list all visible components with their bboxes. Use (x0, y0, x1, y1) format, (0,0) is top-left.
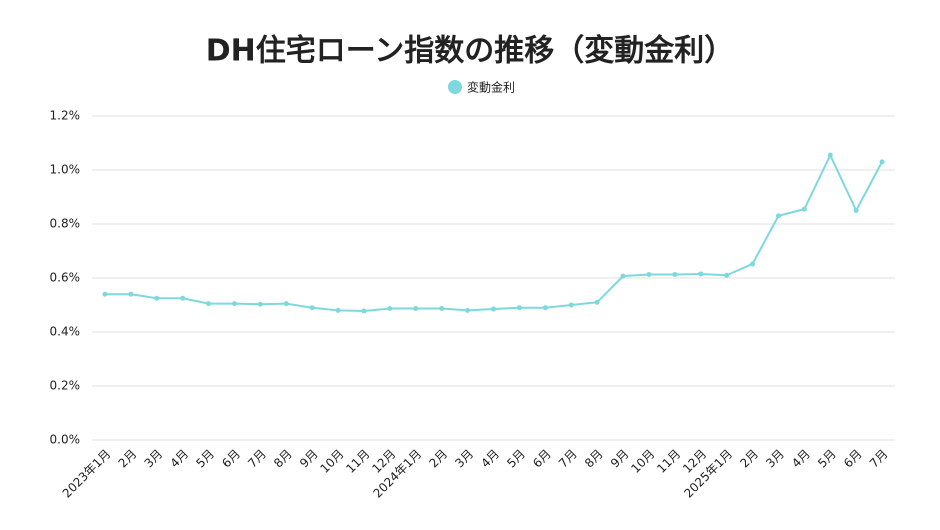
data-point (439, 306, 445, 312)
x-tick-label: 4月 (789, 447, 813, 471)
x-tick-label: 11月 (654, 447, 683, 476)
x-tick-label: 4月 (167, 447, 191, 471)
data-point (594, 299, 600, 305)
x-tick-label: 3月 (763, 447, 787, 471)
data-point (465, 307, 471, 313)
data-point (542, 305, 548, 311)
data-point (257, 301, 263, 307)
x-tick-label: 4月 (478, 447, 502, 471)
data-point (568, 302, 574, 308)
data-point (206, 301, 212, 307)
y-tick-label: 0.4% (50, 325, 81, 339)
x-tick-label: 5月 (193, 447, 217, 471)
data-point (775, 213, 781, 219)
x-tick-label: 2月 (737, 447, 761, 471)
data-point (309, 305, 315, 311)
x-tick-label: 7月 (867, 447, 891, 471)
data-point (180, 295, 186, 301)
series-line (104, 152, 883, 312)
y-tick-label: 0.0% (50, 433, 81, 447)
data-point (283, 301, 289, 307)
data-point (361, 308, 367, 314)
data-point (620, 273, 626, 279)
chart-title: DH住宅ローン指数の推移（変動金利） (206, 34, 735, 69)
data-point (387, 306, 393, 312)
legend-marker (448, 80, 462, 94)
x-tick-label: 7月 (245, 447, 269, 471)
x-tick-label: 11月 (343, 447, 372, 476)
x-tick-label: 8月 (582, 447, 606, 471)
data-point (879, 159, 885, 165)
x-tick-label: 2023年1月 (60, 447, 114, 501)
x-tick-label: 6月 (841, 447, 865, 471)
x-tick-label: 10月 (317, 447, 346, 476)
data-point (154, 295, 160, 301)
data-point (698, 271, 704, 277)
x-tick-label: 6月 (530, 447, 554, 471)
y-tick-label: 0.6% (50, 271, 81, 285)
x-tick-label: 7月 (556, 447, 580, 471)
data-point (231, 301, 237, 307)
y-tick-label: 0.2% (50, 379, 81, 393)
legend-label: 変動金利 (467, 80, 515, 95)
data-point (724, 272, 730, 278)
data-point (516, 305, 522, 311)
x-tick-label: 2月 (427, 447, 451, 471)
y-tick-label: 1.2% (50, 109, 81, 123)
data-point (335, 307, 341, 313)
x-tick-label: 8月 (271, 447, 295, 471)
data-point (827, 152, 833, 158)
x-tick-label: 3月 (452, 447, 476, 471)
data-point (801, 206, 807, 212)
data-point (128, 291, 134, 297)
data-point (750, 261, 756, 267)
y-tick-label: 1.0% (50, 163, 81, 177)
x-tick-label: 5月 (815, 447, 839, 471)
x-tick-label: 3月 (142, 447, 166, 471)
data-point (646, 271, 652, 277)
data-point (413, 306, 419, 312)
data-point (491, 306, 496, 312)
data-point (102, 291, 108, 297)
x-tick-label: 5月 (504, 447, 528, 471)
y-tick-label: 0.8% (50, 217, 81, 231)
x-tick-label: 6月 (219, 447, 243, 471)
x-tick-label: 10月 (628, 447, 657, 476)
data-point (853, 208, 859, 213)
data-point (672, 271, 678, 277)
x-tick-label: 2月 (116, 447, 140, 471)
